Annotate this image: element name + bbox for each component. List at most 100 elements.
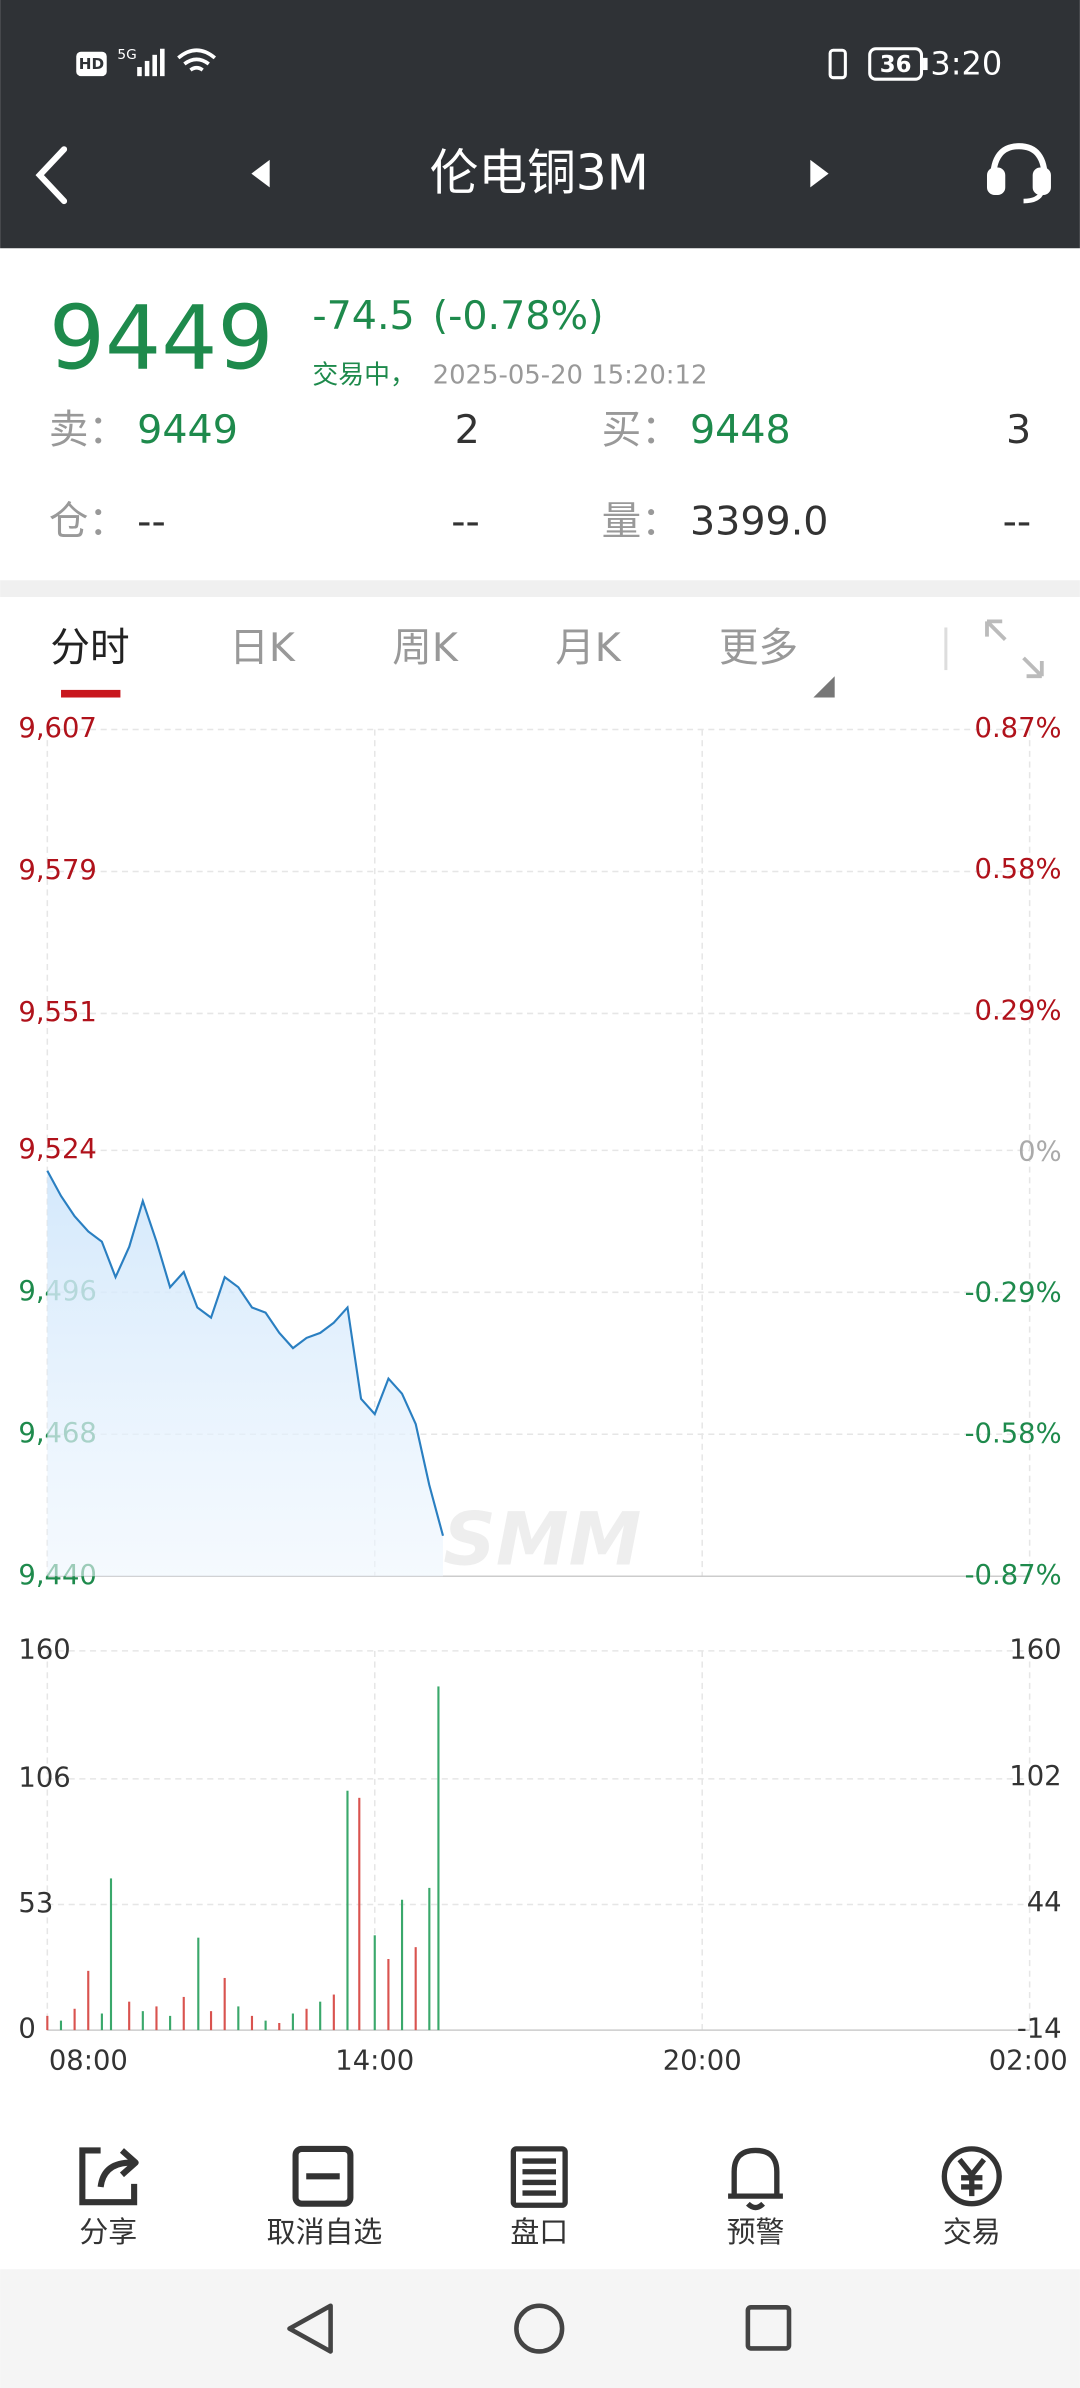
volume-bar [373,1935,376,2031]
timestamp: 2025-05-20 15:20:12 [433,361,708,391]
volume-bar [319,2001,322,2031]
x-tick-label: 02:00 [989,2046,1068,2077]
y2-tick-label: 0% [1018,1136,1061,1167]
y-tick-label: 160 [18,1634,70,1665]
tab[interactable]: 更多 [719,625,798,671]
tab-bar: 分时 日K 周K 月K 更多 [50,625,798,671]
volume-bar [169,2015,172,2031]
volume-bar [237,2006,240,2031]
field-label: 量： [602,498,681,544]
volume-bar [46,2015,49,2031]
volume-bar [250,2015,254,2031]
toolbar-label[interactable]: 盘口 [510,2215,568,2249]
sys-back[interactable] [287,2303,333,2354]
volume-bar [264,2020,267,2031]
x-tick-label: 14:00 [335,2046,414,2077]
separator [0,580,1080,597]
price-area [47,1170,443,1577]
volume-bar [358,1797,361,2031]
volume-bar [400,1899,404,2031]
tab[interactable]: 月K [555,625,622,671]
y-tick-label: 9,579 [18,855,96,886]
volume-bar [278,2022,281,2031]
quote-fields: 卖： 9449 2 买： 9448 3仓： -- -- 量： 3399.0 -- [49,407,1031,544]
y2-tick-label: 160 [1009,1634,1061,1665]
x-tick-label: 08:00 [49,2046,128,2077]
y-tick-label: 9,551 [18,997,96,1028]
sys-recents[interactable] [745,2304,792,2351]
chart-area: SMM9,4409,4689,4969,5249,5519,5799,607-0… [18,713,1067,2077]
field-value: 9449 [137,407,238,453]
tab[interactable]: 分时 [50,625,129,671]
trade-icon [941,2146,1002,2207]
next-button[interactable] [810,159,829,188]
last-price: 9449 [49,287,274,390]
toolbar-label[interactable]: 取消自选 [267,2215,383,2249]
volume-bar [73,2008,76,2031]
toolbar-label[interactable]: 分享 [79,2215,137,2249]
change: -74.5 [312,293,414,339]
volume-bar [414,1947,417,2031]
field-qty: -- [1003,498,1032,544]
field-value: 9448 [690,407,791,453]
volume-bar [428,1887,431,2031]
volume-bar [59,2020,63,2031]
y-tick-label: 106 [18,1762,70,1793]
y2-tick-label: 0.29% [975,995,1062,1026]
volume-bar [155,2006,158,2031]
y2-tick-label: -0.29% [965,1278,1062,1309]
volume-bar [387,1959,390,2031]
volume-bar [109,1878,113,2031]
toolbar: 分享 取消自选 盘口 预警 交易 [79,2145,1002,2249]
tab[interactable]: 日K [229,625,296,671]
hd-badge [76,51,107,77]
toolbar-label[interactable]: 交易 [943,2215,1001,2249]
watermark: SMM [443,1497,641,1582]
service-button[interactable] [986,143,1051,204]
y-tick-label: 53 [18,1888,53,1919]
y2-tick-label: 44 [1027,1887,1062,1918]
volume-bar [197,1937,200,2031]
volume-bar [437,1686,440,2031]
sys-home[interactable] [514,2303,565,2354]
y2-tick-label: -0.58% [965,1419,1062,1450]
volume-bar [182,1996,185,2031]
battery-tip [923,57,928,71]
field-qty: -- [451,498,480,544]
wifi-icon [177,48,217,72]
volume-bar [87,1970,90,2031]
share-icon [79,2147,139,2206]
field-label: 卖： [49,407,128,453]
toolbar-label[interactable]: 预警 [727,2215,785,2249]
tab-indicator [61,689,121,698]
volume-bar [332,1994,335,2031]
more-triangle [813,676,835,698]
prev-button[interactable] [251,159,270,188]
field-qty: 3 [1006,407,1031,453]
y-tick-label: 9,524 [18,1134,96,1165]
field-value: 3399.0 [690,498,829,544]
volume-bar [128,2001,131,2031]
field-label: 买： [602,407,681,453]
fullscreen-button[interactable] [985,619,1044,679]
tab[interactable]: 周K [392,625,459,671]
system-nav-bar [0,2269,1080,2388]
field-label: 仓： [49,498,128,544]
field-value: -- [137,498,166,544]
y2-tick-label: -14 [1017,2014,1062,2045]
trade-status: 交易中， [312,361,416,391]
change-pct: (-0.78%) [433,293,604,339]
volume-bar [209,2011,213,2031]
vibrate-icon [828,48,847,80]
y2-tick-label: 102 [1009,1761,1061,1792]
battery-level: 36 [880,52,912,78]
y2-tick-label: -0.87% [965,1560,1062,1591]
clock: 3:20 [930,44,1002,82]
volume-bar [305,2008,308,2031]
volume-bar [291,2013,294,2031]
back-button[interactable] [35,146,68,205]
remove-watch-icon [292,2145,354,2207]
signal-icon [137,48,165,77]
x-tick-label: 20:00 [663,2046,742,2077]
